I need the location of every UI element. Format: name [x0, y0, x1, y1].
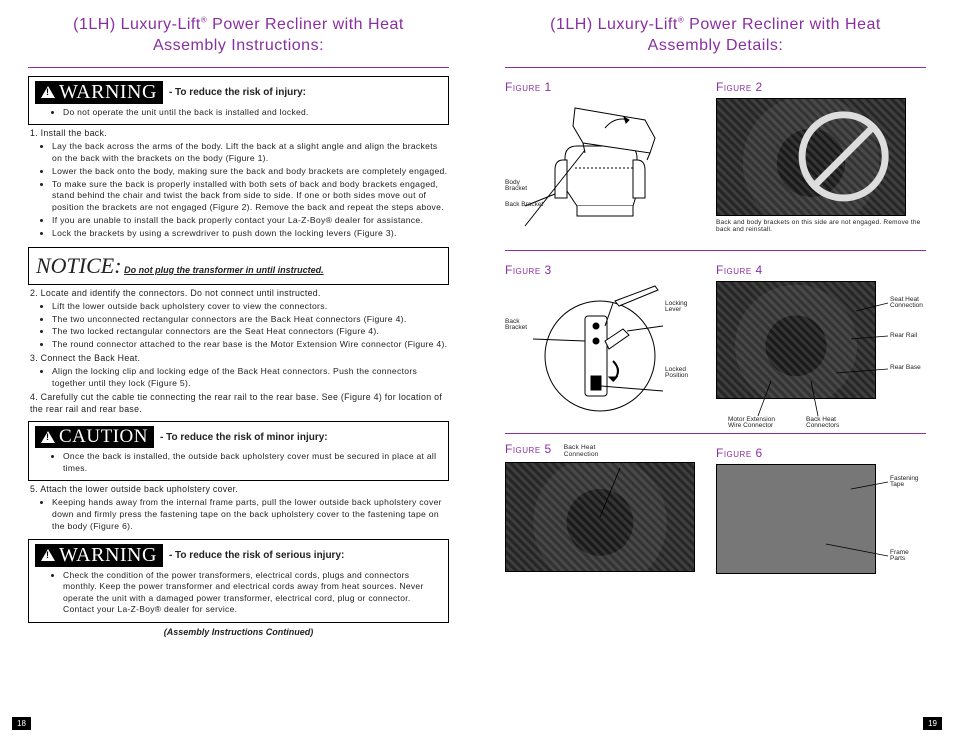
step-1-bullets: Lay the back across the arms of the body… [52, 141, 449, 240]
right-title: (1LH) Luxury-Lift® Power Recliner with H… [505, 15, 926, 57]
fig2-caption: Back and body brackets on this side are … [716, 219, 926, 233]
step-3-text: 3. Connect the Back Heat. [30, 353, 140, 363]
list-item: The round connector attached to the rear… [52, 339, 449, 351]
left-title: (1LH) Luxury-Lift® Power Recliner with H… [28, 15, 449, 57]
fig6-tape-label: Fastening Tape [890, 476, 919, 490]
list-item: If you are unable to install the back pr… [52, 215, 449, 227]
title-text-c: Assembly Instructions: [153, 37, 324, 54]
figure-6: Figure 6 Fastening Tape Frame Parts [716, 442, 926, 574]
step-2: 2. Locate and identify the connectors. D… [30, 288, 449, 351]
list-item: Lock the brackets by using a screwdriver… [52, 228, 449, 240]
caution-bullet: Once the back is installed, the outside … [63, 451, 442, 474]
fig1-back-bracket-label: Back Bracket [505, 202, 543, 209]
step-1-text: 1. Install the back. [30, 128, 107, 138]
figure-6-title: Figure 6 [716, 446, 926, 460]
warning-lead: - To reduce the risk of injury: [169, 87, 306, 98]
page-left: (1LH) Luxury-Lift® Power Recliner with H… [0, 0, 477, 738]
notice-label: NOTICE: [36, 253, 122, 278]
caution-badge: CAUTION [35, 426, 154, 448]
warning-box-1: WARNING - To reduce the risk of injury: … [28, 76, 449, 125]
fig4-seat-label: Seat Heat Connection [890, 297, 923, 311]
fig1-body-bracket-label: Body Bracket [505, 180, 527, 194]
figure-3-title: Figure 3 [505, 263, 698, 277]
title-text-a: (1LH) Luxury-Lift [73, 16, 201, 33]
step-5-text: 5. Attach the lower outside back upholst… [30, 484, 238, 494]
notice-box: NOTICE: Do not plug the transformer in u… [28, 247, 449, 285]
page-right: (1LH) Luxury-Lift® Power Recliner with H… [477, 0, 954, 738]
title-text-a: (1LH) Luxury-Lift [550, 16, 678, 33]
list-item: Keeping hands away from the internal fra… [52, 497, 449, 533]
warning-box-2: WARNING - To reduce the risk of serious … [28, 539, 449, 623]
fig4-heat-label: Back Heat Connectors [806, 417, 839, 431]
steps-list-1: 1. Install the back. Lay the back across… [30, 128, 449, 240]
row-sep-1 [505, 250, 926, 251]
title-text-b: Power Recliner with Heat [207, 16, 404, 33]
steps-list-3: 5. Attach the lower outside back upholst… [30, 484, 449, 532]
fig5-caption: Back Heat Connection [564, 444, 599, 458]
fig4-motor-label: Motor Extension Wire Connector [728, 417, 775, 431]
list-item: The two unconnected rectangular connecto… [52, 314, 449, 326]
list-item: To make sure the back is properly instal… [52, 179, 449, 215]
list-item: Align the locking clip and locking edge … [52, 366, 449, 390]
warning-bullet: Do not operate the unit until the back i… [63, 107, 442, 118]
figure-2-photo [716, 98, 906, 216]
title-rule-right [505, 67, 926, 68]
list-item: The two locked rectangular connectors ar… [52, 326, 449, 338]
title-text-c: Assembly Details: [648, 37, 784, 54]
figure-4: Figure 4 Seat Heat Connection Rear Rail … [716, 259, 926, 421]
fig3-locked-label: Locked Position [665, 367, 688, 381]
caution-lead: - To reduce the risk of minor injury: [160, 432, 328, 443]
step-1: 1. Install the back. Lay the back across… [30, 128, 449, 240]
figure-4-title: Figure 4 [716, 263, 926, 277]
figure-3: Figure 3 [505, 259, 698, 421]
notice-text: Do not plug the transformer in until ins… [124, 265, 324, 275]
figure-1: Figure 1 [505, 76, 698, 238]
figure-5-callout [505, 462, 695, 577]
step-3: 3. Connect the Back Heat. Align the lock… [30, 353, 449, 390]
continued-note: (Assembly Instructions Continued) [28, 627, 449, 637]
fig6-frame-label: Frame Parts [890, 550, 909, 564]
figure-grid: Figure 1 [505, 76, 926, 574]
warning-bullet-2: Check the condition of the power transfo… [63, 570, 442, 616]
steps-list-2: 2. Locate and identify the connectors. D… [30, 288, 449, 416]
list-item: Lay the back across the arms of the body… [52, 141, 449, 165]
fig4-base-label: Rear Base [890, 365, 921, 372]
page-number-left: 18 [12, 717, 31, 730]
fig3-back-bracket-label: Back Bracket [505, 319, 527, 333]
fig4-rail-label: Rear Rail [890, 333, 917, 340]
page-number-right: 19 [923, 717, 942, 730]
warning-badge: WARNING [35, 544, 163, 567]
caution-box: CAUTION - To reduce the risk of minor in… [28, 421, 449, 481]
figure-5: Figure 5 Back Heat Connection [505, 442, 698, 574]
step-2-text: 2. Locate and identify the connectors. D… [30, 288, 321, 298]
alert-icon [41, 549, 55, 561]
figure-1-drawing [505, 98, 695, 238]
warning-badge: WARNING [35, 81, 163, 104]
figure-2: Figure 2 Back and body brackets on this … [716, 76, 926, 238]
alert-icon [41, 86, 55, 98]
list-item: Lower the back onto the body, making sur… [52, 166, 449, 178]
fig3-lever-label: Locking Lever [665, 301, 687, 315]
title-rule [28, 67, 449, 68]
step-4: 4. Carefully cut the cable tie connectin… [30, 392, 449, 416]
figure-2-title: Figure 2 [716, 80, 926, 94]
prohibit-icon [717, 99, 905, 216]
title-text-b: Power Recliner with Heat [684, 16, 881, 33]
warning-lead-2: - To reduce the risk of serious injury: [169, 550, 344, 561]
list-item: Lift the lower outside back upholstery c… [52, 301, 449, 313]
figure-5-title: Figure 5 [505, 442, 552, 456]
figure-1-title: Figure 1 [505, 80, 698, 94]
step-5: 5. Attach the lower outside back upholst… [30, 484, 449, 532]
alert-icon [41, 431, 55, 443]
